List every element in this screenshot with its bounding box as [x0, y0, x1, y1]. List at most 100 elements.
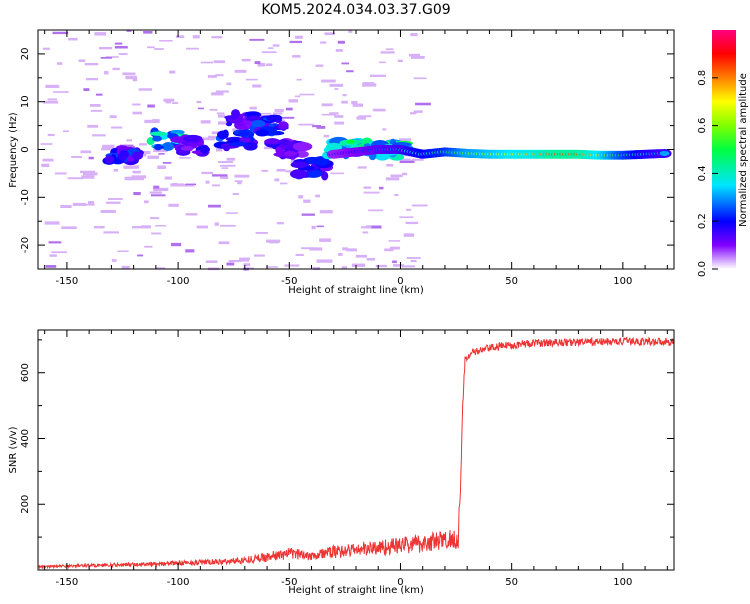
- spectrogram-speckle: [300, 247, 316, 250]
- spectrogram-speckle: [368, 209, 384, 212]
- spectrogram-speckle: [68, 37, 78, 41]
- spectrogram-cluster-blob: [118, 149, 129, 159]
- spectrogram-speckle: [151, 232, 162, 235]
- spectrogram-speckle: [411, 204, 428, 207]
- spectrogram-speckle: [220, 224, 236, 227]
- spectrogram-speckle: [294, 95, 301, 98]
- spectrogram-speckle: [410, 33, 418, 37]
- spectrogram-xtick-label: -50: [281, 276, 297, 287]
- spectrogram-speckle: [196, 100, 202, 104]
- spectrogram-cluster-blob: [222, 144, 231, 152]
- spectrogram-speckle: [365, 225, 372, 229]
- spectrogram-ytick-label: -20: [20, 237, 31, 253]
- spectrogram-cluster-blob: [277, 121, 289, 130]
- colorbar-tick-label: 0.4: [697, 165, 708, 181]
- spectrogram-cluster-blob: [265, 114, 283, 121]
- spectrogram-ylabel: Frequency (Hz): [8, 112, 19, 188]
- spectrogram-speckle: [363, 191, 380, 194]
- spectrogram-speckle: [319, 238, 331, 242]
- spectrogram-speckle: [215, 74, 224, 77]
- spectrogram-speckle: [80, 150, 92, 154]
- spectrogram-speckle: [237, 181, 242, 185]
- spectrogram-speckle: [92, 134, 106, 137]
- spectrogram-speckle: [79, 170, 96, 174]
- spectrogram-speckle: [212, 174, 228, 177]
- spectrogram-speckle: [175, 35, 185, 38]
- spectrogram-cluster-blob: [237, 125, 249, 130]
- spectrogram-speckle: [138, 88, 153, 91]
- spectrogram-speckle: [366, 258, 376, 261]
- spectrogram-cluster-blob: [217, 130, 229, 140]
- spectrogram-xtick-label: 50: [505, 276, 518, 287]
- spectrogram-speckle: [132, 170, 141, 174]
- spectrogram-speckle: [321, 113, 336, 116]
- spectrogram-speckle: [351, 263, 366, 267]
- spectrogram-speckle: [144, 200, 149, 204]
- spectrogram-speckle: [220, 164, 236, 167]
- spectrogram-speckle: [274, 178, 280, 182]
- spectrogram-speckle: [386, 163, 394, 167]
- spectrogram-speckle: [218, 161, 234, 164]
- spectrogram-speckle: [285, 107, 293, 111]
- spectrogram-speckle: [47, 98, 58, 101]
- spectrogram-speckle: [147, 104, 155, 108]
- spectrogram-cluster-blob: [304, 169, 323, 178]
- spectrogram-speckle: [105, 56, 119, 58]
- spectrogram-speckle: [345, 248, 357, 252]
- spectrogram-speckle: [154, 48, 164, 50]
- spectrogram-speckle: [169, 70, 176, 74]
- spectrogram-cluster-blob: [104, 155, 115, 164]
- spectrogram-speckle: [272, 44, 280, 47]
- spectrogram-speckle: [406, 257, 421, 259]
- spectrogram-speckle: [213, 60, 226, 64]
- spectrogram-speckle: [209, 108, 218, 111]
- spectrogram-speckle: [266, 239, 281, 243]
- spectrogram-speckle: [42, 158, 54, 162]
- snr-ylabel: SNR (v/v): [8, 426, 19, 473]
- spectrogram-speckle: [410, 55, 425, 59]
- spectrogram-speckle: [415, 102, 431, 106]
- spectrogram-speckle: [321, 103, 333, 107]
- spectrogram-speckle: [205, 180, 210, 184]
- spectrogram-speckle: [335, 49, 343, 52]
- spectrogram-cluster-blob: [225, 121, 233, 127]
- spectrogram-speckle: [413, 110, 423, 113]
- spectrogram-speckle: [323, 134, 330, 138]
- spectrogram-speckle: [83, 88, 90, 92]
- spectrogram-speckle: [144, 245, 153, 248]
- spectrogram-speckle: [121, 265, 130, 269]
- spectrogram-speckle: [279, 182, 288, 185]
- spectrogram-xtick-label: -100: [167, 276, 190, 287]
- spectrogram-cluster-blob: [231, 138, 240, 144]
- snr-ytick-label: 600: [20, 363, 31, 382]
- spectrogram-speckle: [149, 217, 160, 220]
- spectrogram-cluster-blob: [290, 169, 308, 179]
- spectrogram-speckle: [123, 165, 139, 169]
- spectrogram-speckle: [226, 82, 232, 86]
- snr-ytick-label: 200: [20, 495, 31, 514]
- spectrogram-speckle: [159, 39, 173, 42]
- spectrogram-speckle: [276, 168, 286, 172]
- spectrogram-speckle: [118, 53, 128, 56]
- spectrogram-speckle: [113, 168, 119, 172]
- spectrogram-speckle: [137, 254, 144, 257]
- spectrogram-speckle: [40, 143, 53, 145]
- spectrogram-speckle: [288, 99, 298, 103]
- spectrogram-speckle: [200, 120, 211, 124]
- spectrogram-speckle: [72, 202, 87, 206]
- spectrogram-cluster-blob: [321, 171, 329, 181]
- spectrogram-speckle: [163, 98, 175, 102]
- spectrogram-speckle: [42, 47, 50, 50]
- spectrogram-speckle: [380, 51, 395, 54]
- spectrogram-speckle: [114, 45, 128, 49]
- spectrogram-speckle: [241, 58, 251, 62]
- spectrogram-speckle: [274, 108, 284, 113]
- spectrogram-speckle: [81, 175, 95, 179]
- spectrogram-cluster-blob: [264, 138, 281, 145]
- spectrogram-speckle: [296, 78, 302, 81]
- spectrogram-cluster-blob: [183, 136, 201, 143]
- spectrogram-speckle: [234, 69, 247, 73]
- spectrogram-speckle: [334, 115, 344, 118]
- spectrogram-cluster-blob: [290, 161, 308, 169]
- spectrogram-speckle: [261, 169, 269, 172]
